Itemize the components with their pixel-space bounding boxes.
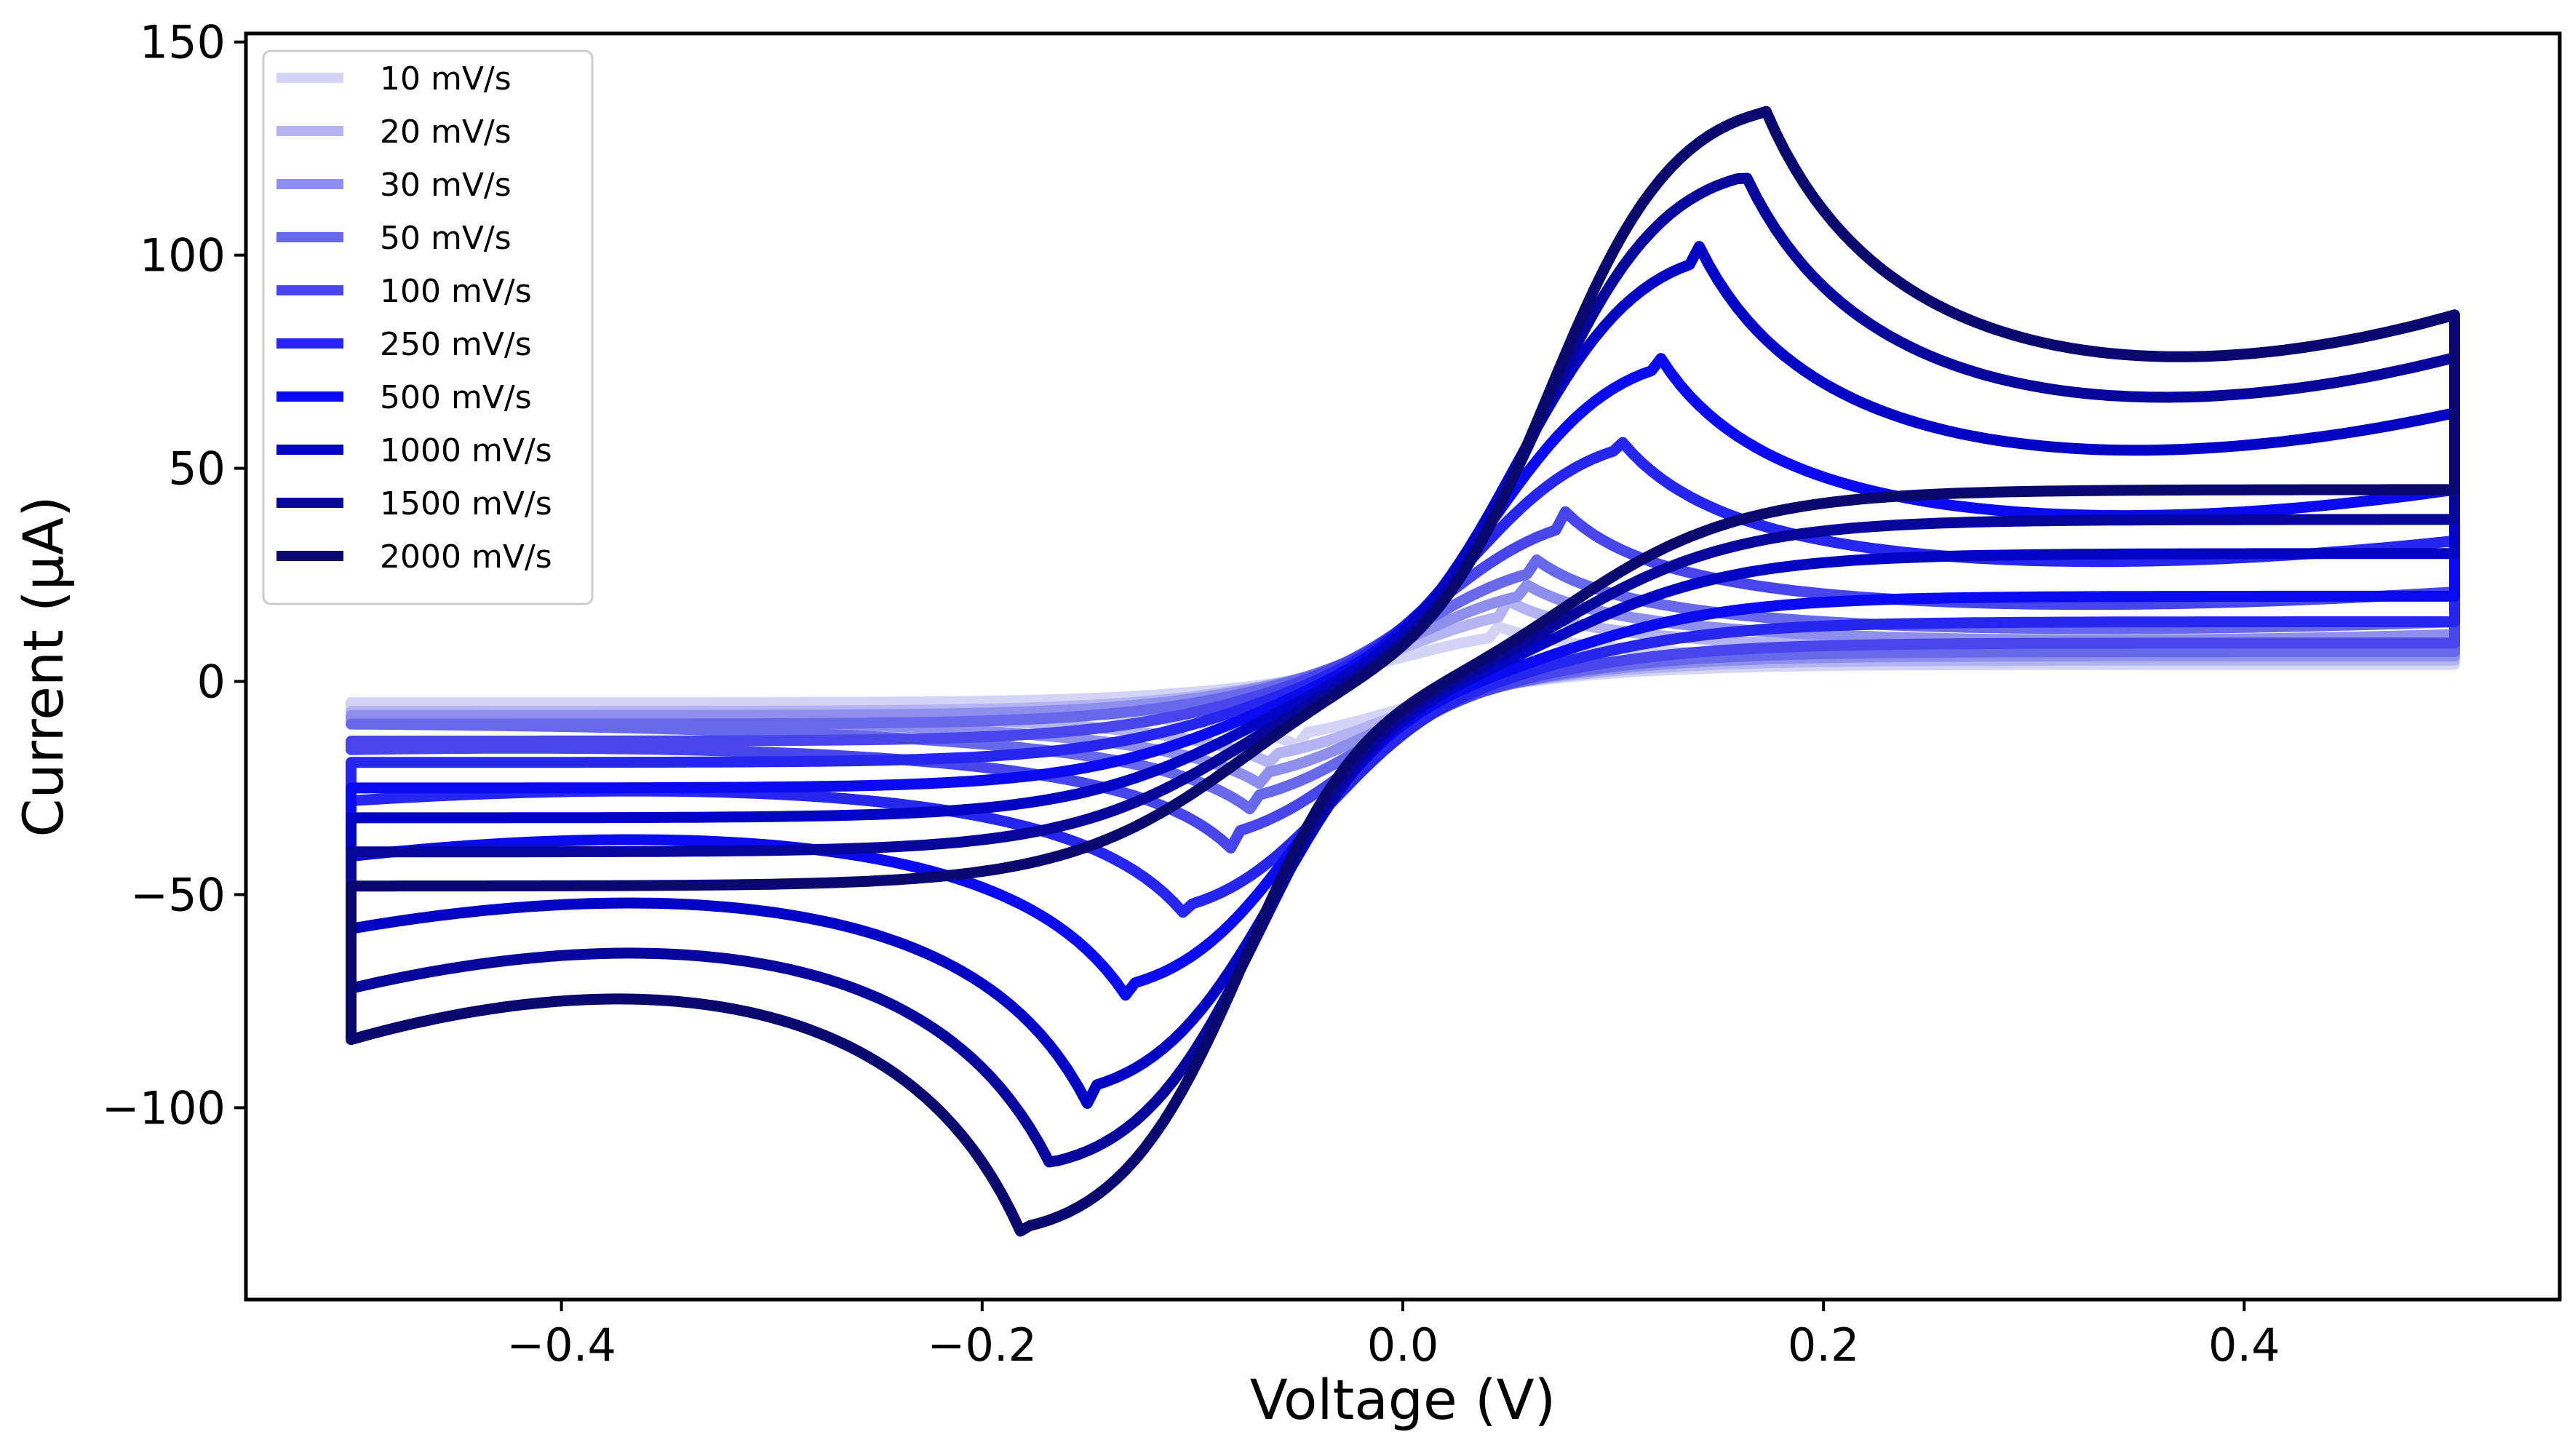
legend-label-1: 10 mV/s [380, 60, 512, 98]
x-axis-label: Voltage (V) [1250, 1367, 1556, 1432]
series-line-9 [346, 172, 2460, 1168]
legend-label-5: 100 mV/s [380, 273, 532, 310]
legend-label-4: 50 mV/s [380, 220, 512, 257]
legend-label-8: 1000 mV/s [380, 432, 552, 469]
y-tick-label: −50 [130, 868, 226, 921]
legend-label-7: 500 mV/s [380, 379, 532, 416]
curve-layer [346, 106, 2460, 1237]
legend: 10 mV/s 20 mV/s 30 mV/s 50 mV/s 100 mV/s 250 … [262, 49, 594, 605]
legend-label-10: 2000 mV/s [380, 538, 552, 576]
y-tick-label: 0 [197, 656, 226, 709]
y-axis-ticks: −100 −50 0 50 100 150 [102, 16, 246, 1134]
x-tick-label: 0.0 [1367, 1318, 1439, 1372]
series-line-7 [346, 353, 2460, 1001]
y-tick-label: −100 [102, 1081, 226, 1134]
legend-label-6: 250 mV/s [380, 326, 532, 363]
y-tick-label: 50 [168, 442, 226, 496]
series-line-8 [346, 241, 2460, 1109]
legend-label-2: 20 mV/s [380, 114, 512, 151]
x-tick-label: −0.4 [506, 1318, 616, 1372]
x-tick-label: −0.2 [928, 1318, 1038, 1372]
legend-label-3: 30 mV/s [380, 167, 512, 204]
y-axis-label: Current (μA) [11, 496, 76, 837]
x-tick-label: 0.4 [2208, 1318, 2280, 1372]
series-line-10 [346, 106, 2460, 1237]
y-tick-label: 100 [140, 229, 226, 282]
legend-label-9: 1500 mV/s [380, 485, 552, 522]
x-tick-label: 0.2 [1788, 1318, 1860, 1372]
y-tick-label: 150 [140, 16, 226, 69]
legend-box [262, 49, 594, 605]
x-axis-ticks: −0.4 −0.2 0.0 0.2 0.4 [506, 1300, 2280, 1372]
